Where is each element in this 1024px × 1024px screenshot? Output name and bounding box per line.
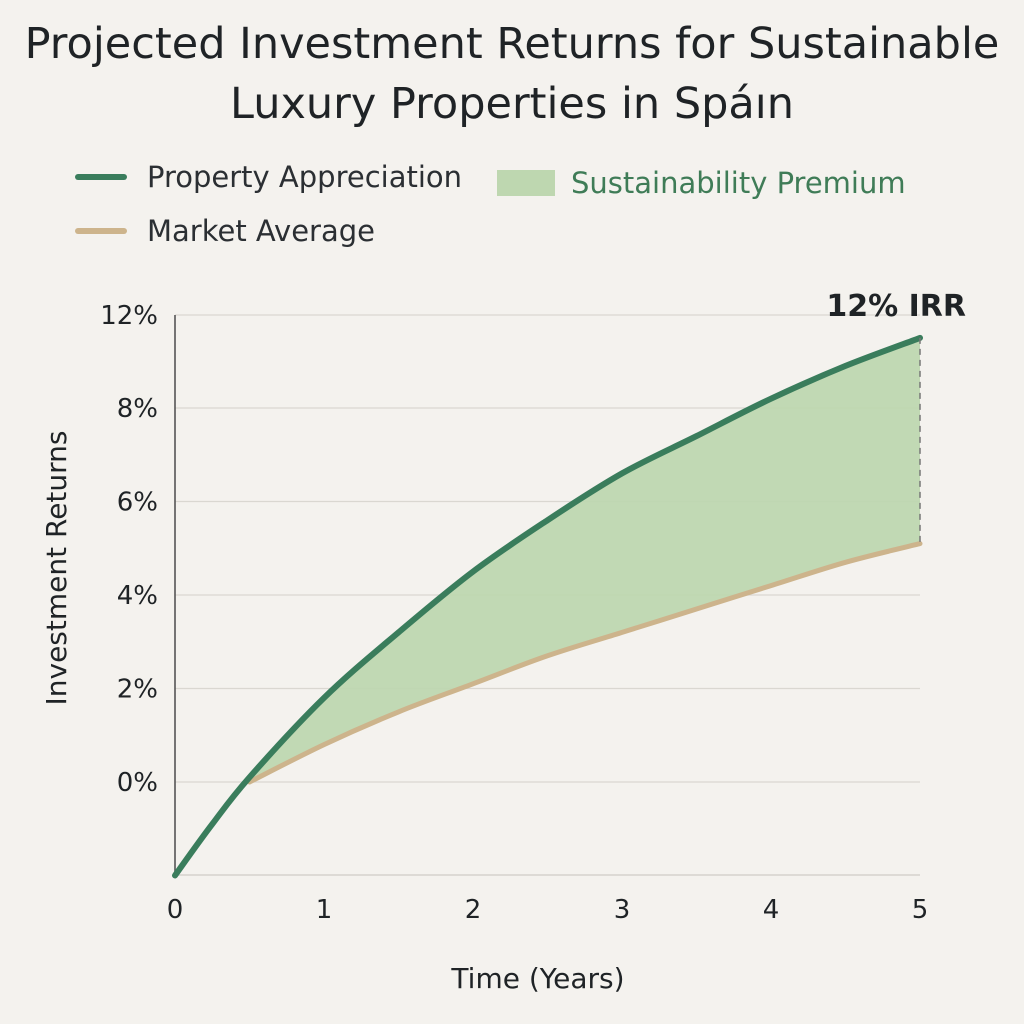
legend-label-market-average: Market Average [147, 214, 375, 248]
y-tick-label: 12% [100, 301, 158, 331]
y-tick-label: 2% [117, 675, 158, 705]
property-appreciation-line [172, 334, 923, 879]
y-tick-label: 0% [117, 768, 158, 798]
y-tick-label: 8% [117, 394, 158, 424]
legend-swatch-sustainability-premium [497, 170, 555, 196]
x-axis-label: Time (Years) [450, 962, 624, 995]
y-axis-label: Investment Returns [40, 431, 73, 706]
legend-item-market-average: Market Average [75, 214, 375, 248]
market-average-line [247, 541, 923, 785]
y-tick-label: 4% [117, 581, 158, 611]
x-tick-label: 5 [912, 895, 929, 925]
legend-line-market-average [75, 228, 127, 234]
irr-annotation: 12% IRR [826, 289, 966, 324]
x-tick-label: 4 [763, 895, 780, 925]
x-tick-label: 0 [167, 895, 184, 925]
legend-item-sustainability-premium: Sustainability Premium [497, 166, 906, 200]
legend-label-sustainability-premium: Sustainability Premium [571, 166, 906, 200]
legend: Property Appreciation Sustainability Pre… [0, 0, 1024, 260]
legend-label-property-appreciation: Property Appreciation [147, 160, 463, 194]
y-tick-label: 6% [117, 488, 158, 518]
legend-line-property-appreciation [75, 174, 127, 180]
x-tick-label: 1 [316, 895, 333, 925]
sustainability-premium-area [249, 337, 920, 782]
legend-item-property-appreciation: Property Appreciation [75, 160, 462, 194]
x-tick-label: 3 [614, 895, 631, 925]
chart-title: Projected Investment Returns for Sustain… [24, 19, 1000, 129]
x-tick-label: 2 [465, 895, 482, 925]
